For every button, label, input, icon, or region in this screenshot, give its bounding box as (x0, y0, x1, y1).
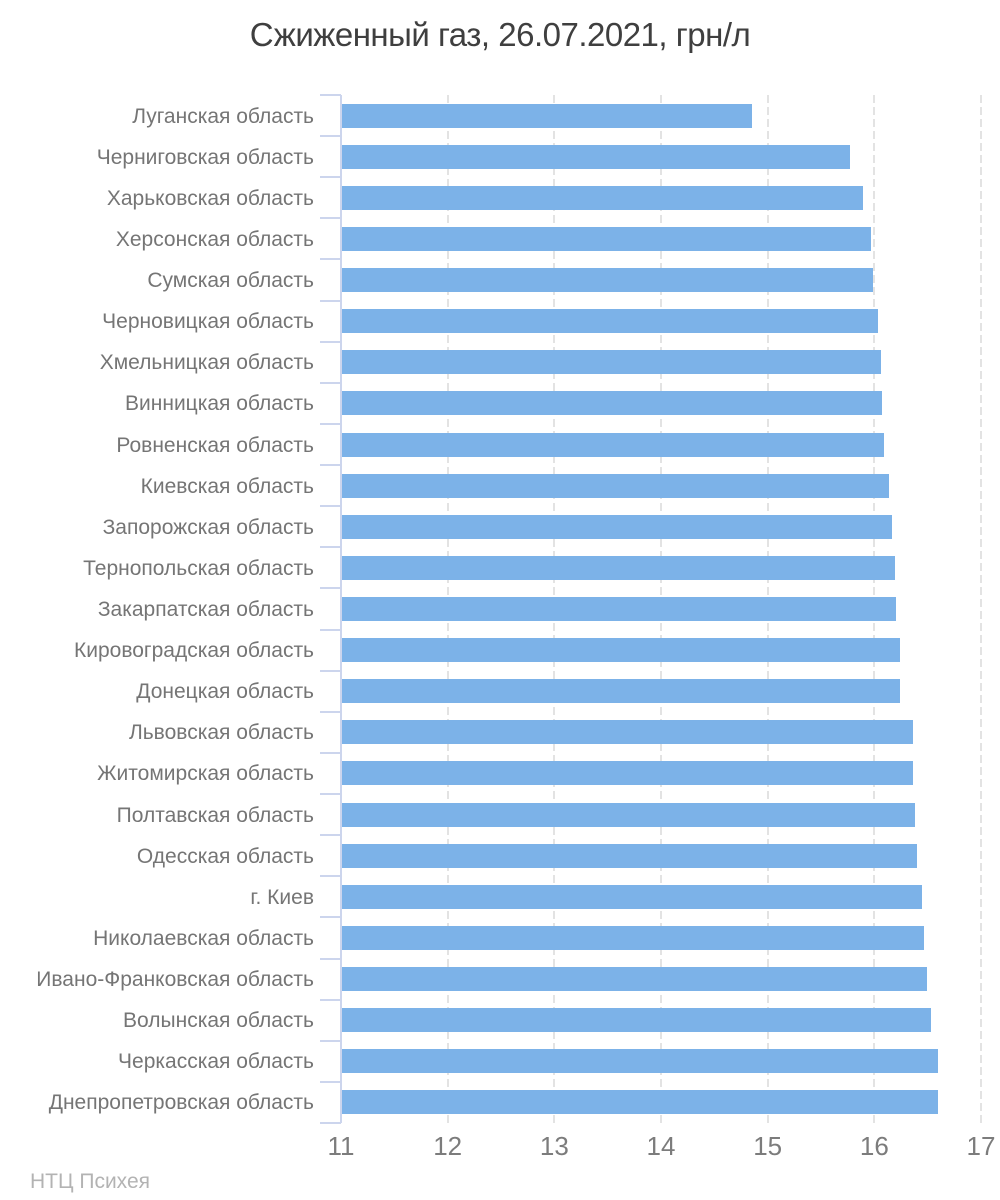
bar-6 (341, 350, 881, 375)
y-axis-tick-4 (320, 258, 341, 261)
bar-12 (341, 597, 896, 621)
category-label-8: Ровненская область (116, 433, 314, 457)
x-tick-label-17: 17 (966, 1131, 996, 1161)
x-tick-label-15: 15 (753, 1131, 783, 1161)
y-axis-tick-15 (320, 710, 341, 713)
bar-20 (341, 925, 925, 950)
bar-2 (341, 185, 863, 210)
category-label-19: г. Киев (250, 885, 314, 909)
category-label-23: Черкасская область (118, 1050, 314, 1074)
bar-24 (341, 1090, 939, 1115)
y-axis-tick-2 (320, 176, 341, 179)
bar-0 (341, 103, 752, 128)
category-label-22: Волынская область (123, 1009, 314, 1033)
category-label-14: Донецкая область (136, 680, 314, 704)
bar-22 (341, 1008, 931, 1033)
y-axis-tick-5 (320, 299, 341, 302)
bar-7 (341, 391, 882, 416)
y-axis-tick-3 (320, 217, 341, 220)
y-axis-tick-20 (320, 916, 341, 919)
y-axis-tick-25 (320, 1122, 341, 1124)
bar-23 (341, 1049, 939, 1074)
category-label-3: Херсонская область (115, 227, 314, 251)
bar-3 (341, 226, 872, 251)
y-axis-line (340, 95, 342, 1123)
category-label-21: Ивано-Франковская область (36, 968, 314, 992)
y-axis-tick-23 (320, 1039, 341, 1042)
bar-11 (341, 555, 895, 580)
bar-15 (341, 720, 913, 745)
bar-9 (341, 473, 890, 498)
y-axis-tick-14 (320, 669, 341, 672)
x-tick-label-14: 14 (646, 1131, 676, 1161)
bar-1 (341, 144, 850, 169)
y-axis-tick-18 (320, 834, 341, 837)
category-label-6: Хмельницкая область (99, 351, 314, 375)
bar-13 (341, 638, 900, 663)
y-axis-tick-9 (320, 464, 341, 467)
x-tick-label-11: 11 (327, 1131, 355, 1161)
bar-5 (341, 309, 878, 334)
y-axis-tick-10 (320, 505, 341, 508)
bar-21 (341, 967, 927, 992)
bar-10 (341, 514, 893, 539)
y-axis-tick-11 (320, 546, 341, 549)
chart-title: Сжиженный газ, 26.07.2021, грн/л (249, 16, 751, 53)
bar-4 (341, 268, 874, 293)
x-tick-label-12: 12 (433, 1131, 463, 1161)
category-label-0: Луганская область (132, 104, 314, 128)
bar-17 (341, 802, 915, 827)
y-axis-tick-7 (320, 381, 341, 384)
bar-8 (341, 432, 884, 457)
category-label-15: Львовская область (128, 721, 314, 745)
category-label-24: Днепропетровская область (48, 1091, 314, 1115)
bar-18 (341, 843, 917, 868)
watermark: НТЦ Психея (30, 1170, 151, 1193)
category-label-17: Полтавская область (116, 803, 314, 827)
category-label-11: Тернопольская область (83, 556, 314, 580)
y-axis-tick-24 (320, 1080, 341, 1083)
y-axis-tick-1 (320, 135, 341, 138)
y-axis-tick-0 (320, 94, 341, 96)
y-axis-tick-22 (320, 998, 341, 1001)
category-label-5: Черновицкая область (102, 310, 314, 334)
x-tick-label-13: 13 (539, 1131, 569, 1161)
y-axis-tick-6 (320, 340, 341, 343)
category-label-12: Закарпатская область (97, 598, 314, 621)
category-label-18: Одесская область (136, 844, 314, 868)
bar-14 (341, 679, 900, 704)
category-label-13: Кировоградская область (74, 639, 314, 663)
category-label-1: Черниговская область (96, 145, 314, 169)
category-label-16: Житомирская область (97, 762, 314, 786)
category-label-10: Запорожская область (102, 515, 314, 539)
gridline-x-17 (980, 95, 982, 1123)
y-axis-tick-13 (320, 628, 341, 631)
y-axis-tick-16 (320, 751, 341, 754)
bar-19 (341, 884, 923, 909)
category-label-4: Сумская область (147, 269, 314, 293)
y-axis-tick-17 (320, 793, 341, 796)
y-axis-tick-21 (320, 957, 341, 960)
y-axis-tick-8 (320, 422, 341, 425)
y-axis-tick-19 (320, 875, 341, 878)
category-label-7: Винницкая область (125, 392, 314, 416)
x-tick-label-16: 16 (859, 1131, 889, 1161)
bar-16 (341, 761, 913, 786)
category-label-20: Николаевская область (93, 926, 314, 950)
y-axis-tick-12 (320, 587, 341, 590)
category-label-9: Киевская область (140, 474, 314, 498)
category-label-2: Харьковская область (106, 186, 314, 210)
